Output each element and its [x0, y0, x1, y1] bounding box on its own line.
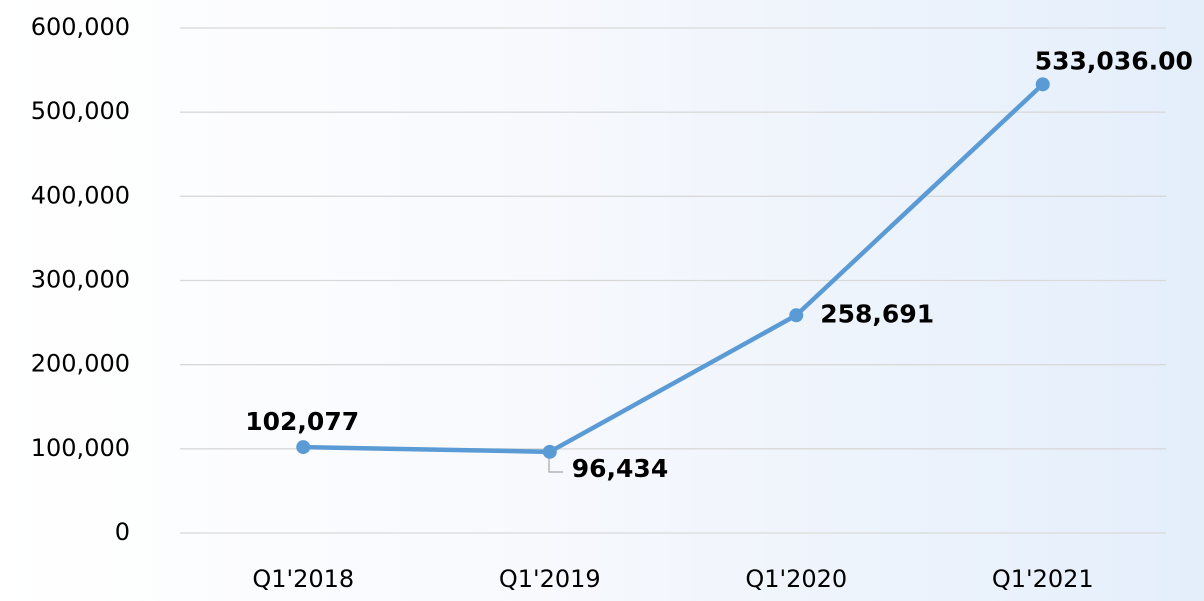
- data-label: 258,691: [820, 299, 934, 328]
- y-tick-label: 300,000: [31, 266, 130, 294]
- point: [789, 308, 804, 323]
- point: [1035, 77, 1050, 92]
- point: [542, 444, 557, 459]
- x-tick-label: Q1'2020: [745, 565, 847, 593]
- data-label: 96,434: [572, 454, 668, 483]
- y-tick-label: 0: [115, 518, 130, 546]
- data-label: 533,036.00: [1035, 46, 1193, 75]
- y-tick-label: 100,000: [31, 434, 130, 462]
- data-label: 102,077: [245, 407, 359, 436]
- point: [296, 440, 311, 455]
- y-tick-label: 200,000: [31, 350, 130, 378]
- x-tick-label: Q1'2018: [252, 565, 354, 593]
- y-tick-label: 400,000: [31, 181, 130, 209]
- y-tick-label: 600,000: [31, 13, 130, 41]
- x-tick-label: Q1'2021: [992, 565, 1094, 593]
- y-tick-label: 500,000: [31, 97, 130, 125]
- line: [303, 82, 1045, 455]
- x-tick-label: Q1'2019: [499, 565, 601, 593]
